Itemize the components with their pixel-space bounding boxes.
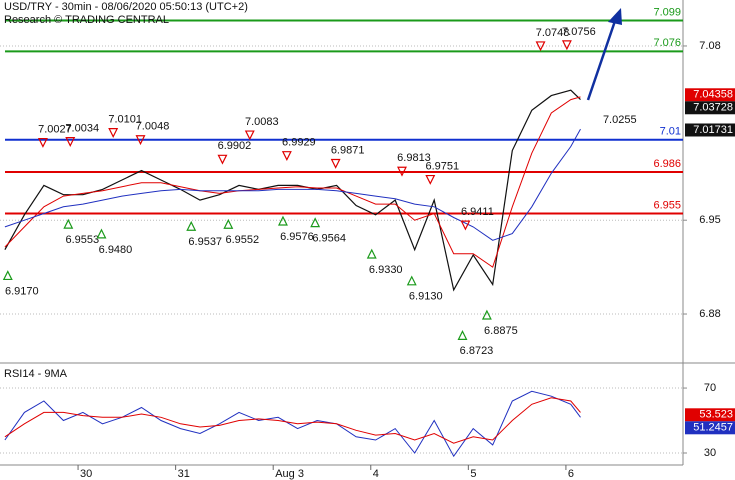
resistance-label: 6.9751 — [425, 160, 459, 172]
resistance-marker — [425, 174, 436, 185]
price-tag — [685, 101, 735, 115]
resistance-label: 6.9871 — [331, 144, 365, 156]
x-tick-label: 4 — [373, 468, 379, 480]
y-tick-label: 6.88 — [699, 308, 720, 320]
series-line — [4, 390, 581, 458]
resistance-label: 7.0748 — [536, 27, 570, 39]
chart-subtitle: Research © TRADING CENTRAL — [4, 14, 169, 26]
series-line — [4, 96, 581, 268]
resistance-marker — [460, 220, 471, 231]
support-marker — [2, 270, 13, 281]
support-label: 6.8875 — [484, 325, 518, 337]
x-tick-label: 30 — [80, 468, 92, 480]
support-marker — [481, 309, 492, 320]
resistance-label: 7.0083 — [245, 116, 279, 128]
support-marker — [457, 329, 468, 340]
level-label: 6.955 — [653, 199, 681, 211]
chart-title: USD/TRY - 30min - 08/06/2020 05:50:13 (U… — [4, 1, 248, 13]
resistance-label: 7.0034 — [65, 123, 99, 135]
resistance-label: 7.0756 — [562, 26, 596, 38]
support-label: 6.9170 — [5, 285, 39, 297]
level-label: 7.076 — [653, 37, 681, 49]
resistance-marker — [561, 40, 572, 51]
support-marker — [96, 228, 107, 239]
support-marker — [310, 217, 321, 228]
price-tag-label: 53.523 — [699, 409, 733, 421]
series-line — [4, 128, 581, 241]
support-marker — [63, 218, 74, 229]
price-tag — [685, 88, 735, 102]
level-label: 7.099 — [653, 6, 681, 18]
support-label: 6.9553 — [65, 234, 99, 246]
y-tick-label: 30 — [704, 447, 716, 459]
support-label: 6.9564 — [312, 233, 346, 245]
series-line — [4, 397, 581, 444]
resistance-label: 7.0101 — [108, 114, 142, 126]
arrow-head — [608, 8, 622, 25]
resistance-label: 6.9902 — [218, 140, 252, 152]
support-label: 6.9537 — [188, 236, 222, 248]
support-marker — [223, 218, 234, 229]
x-tick-label: Aug 3 — [275, 468, 304, 480]
resistance-marker — [281, 151, 292, 162]
resistance-label: 6.9929 — [282, 137, 316, 149]
y-tick-label: 70 — [704, 382, 716, 394]
resistance-marker — [135, 135, 146, 146]
support-marker — [186, 220, 197, 231]
y-tick-label: 7.08 — [699, 40, 720, 52]
support-marker — [277, 215, 288, 226]
support-marker — [406, 275, 417, 286]
x-tick-label: 6 — [568, 468, 574, 480]
resistance-marker — [108, 128, 119, 138]
support-label: 6.9480 — [99, 244, 133, 256]
resistance-label: 6.9813 — [397, 152, 431, 164]
price-tag-label: 7.04358 — [693, 89, 733, 101]
support-label: 6.9576 — [280, 231, 314, 243]
resistance-marker — [535, 41, 546, 52]
resistance-marker — [37, 137, 48, 148]
support-label: 6.9130 — [409, 291, 443, 303]
x-tick-label: 31 — [178, 468, 190, 480]
price-tag — [685, 123, 735, 137]
resistance-marker — [217, 154, 228, 165]
annotation: 7.0255 — [603, 114, 637, 126]
support-label: 6.9330 — [369, 264, 403, 276]
level-label: 7.01 — [660, 126, 681, 138]
resistance-label: 7.0027 — [38, 123, 72, 135]
resistance-marker — [65, 137, 76, 147]
resistance-label: 7.0048 — [136, 121, 170, 133]
price-tag — [685, 408, 735, 422]
forecast-arrow — [586, 17, 618, 101]
resistance-marker — [244, 130, 255, 141]
price-tag-label: 7.03728 — [693, 102, 733, 114]
resistance-marker — [330, 158, 341, 169]
resistance-label: 6.9411 — [461, 206, 494, 218]
support-label: 6.9552 — [225, 234, 259, 246]
price-tag — [685, 421, 735, 435]
series-line — [4, 89, 581, 292]
support-marker — [366, 248, 377, 259]
support-label: 6.8723 — [460, 345, 494, 357]
level-label: 6.986 — [653, 158, 681, 170]
y-tick-label: 6.95 — [699, 214, 720, 226]
rsi-title: RSI14 - 9MA — [4, 368, 68, 380]
x-tick-label: 5 — [470, 468, 476, 480]
price-tag-label: 7.01731 — [693, 124, 733, 136]
resistance-marker — [397, 166, 407, 177]
price-tag-label: 51.2457 — [693, 422, 733, 434]
